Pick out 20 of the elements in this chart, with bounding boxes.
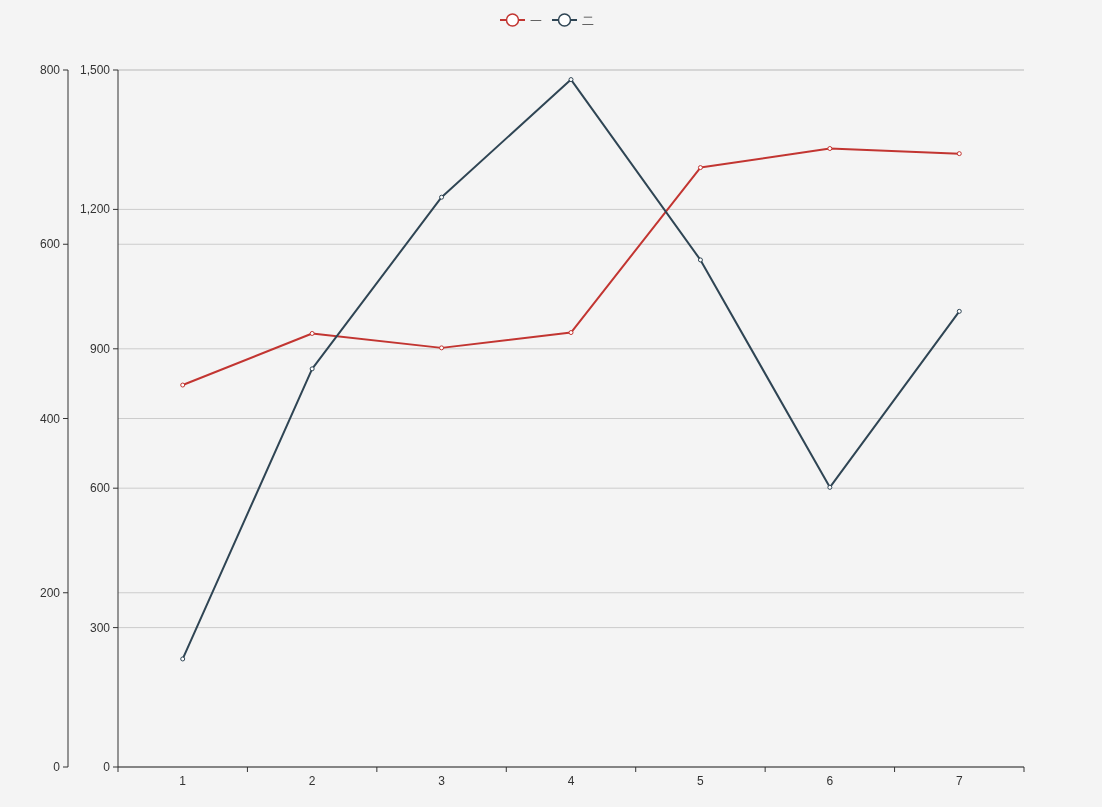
y2-tick-label: 200: [39, 585, 61, 600]
legend-label: 一: [530, 14, 542, 28]
y2-tick-label: 600: [39, 237, 61, 252]
y-tick-label: 900: [89, 341, 111, 356]
y-tick-label: 1,500: [79, 63, 111, 77]
y2-tick-label: 800: [39, 63, 61, 77]
y-tick-label: 1,200: [79, 202, 111, 217]
x-tick-label: 7: [955, 774, 963, 788]
x-tick-label: 4: [567, 774, 575, 788]
x-tick-label: 3: [438, 774, 446, 788]
x-tick-label: 6: [826, 774, 834, 788]
y-tick-label: 300: [89, 620, 111, 635]
x-tick-label: 1: [179, 774, 187, 788]
x-tick-label: 2: [308, 774, 316, 788]
x-tick-label: 5: [697, 774, 705, 788]
y-tick-label: 600: [89, 481, 111, 496]
legend-label: 二: [582, 14, 594, 28]
y-tick-label: 0: [103, 760, 111, 774]
y2-tick-label: 0: [53, 760, 61, 774]
y2-tick-label: 400: [39, 411, 61, 426]
